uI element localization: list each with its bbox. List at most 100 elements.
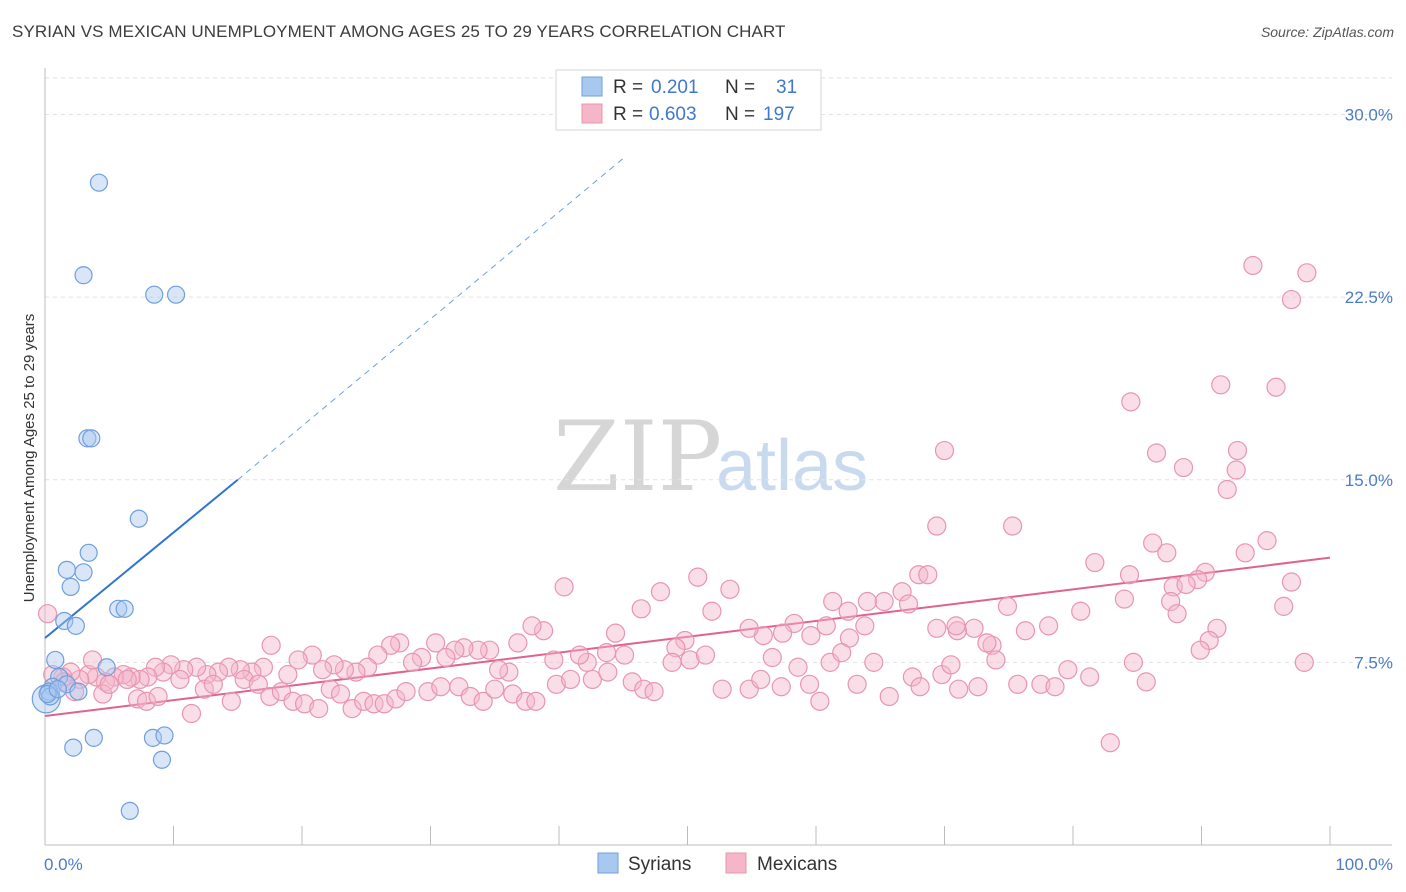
mexican-point (949, 679, 969, 699)
mexican-point (99, 674, 119, 694)
legend-n-value: 31 (776, 77, 797, 98)
legend-n-label: N = (725, 104, 755, 125)
mexican-point (221, 691, 241, 711)
mexican-point (644, 681, 664, 702)
mexican-point (1161, 591, 1181, 612)
mexican-point (823, 591, 843, 612)
legend-swatch-syrians (581, 76, 603, 97)
y-tick-label: 22.5% (1345, 288, 1393, 307)
mexican-point (309, 699, 329, 719)
syrians-trend-extension (237, 157, 624, 481)
legend-n-label: N = (725, 77, 755, 98)
legend-r-label: R = (613, 77, 643, 98)
mexican-point (1176, 574, 1196, 595)
syrian-point (97, 658, 116, 677)
syrian-point (115, 599, 134, 618)
mexican-point (847, 674, 867, 694)
mexican-point (622, 672, 642, 692)
mexican-point (1008, 674, 1028, 694)
mexican-point (1157, 543, 1177, 563)
mexican-point (986, 650, 1006, 670)
watermark-atlas: atlas (716, 426, 868, 506)
mexican-point (1100, 733, 1120, 753)
mexican-point (864, 652, 884, 672)
mexican-point (426, 633, 446, 653)
mexican-point (138, 667, 158, 687)
y-tick-label: 7.5% (1354, 653, 1393, 672)
syrian-point (155, 726, 174, 745)
mexican-point (364, 694, 384, 714)
mexican-point (402, 652, 423, 672)
mexican-point (93, 684, 113, 704)
bottom-legend-label-syrians: Syrians (628, 854, 691, 875)
mexican-point (1058, 660, 1078, 680)
mexican-point (261, 635, 281, 655)
mexican-point (368, 645, 388, 665)
mexican-point (946, 616, 966, 636)
mexican-point (330, 684, 351, 704)
mexican-point (485, 679, 505, 699)
mexican-point (334, 660, 355, 680)
mexican-point (720, 579, 740, 599)
syrian-point (145, 285, 164, 304)
mexican-point (695, 645, 716, 665)
mexican-point (1071, 601, 1091, 621)
mexican-point (964, 618, 984, 638)
mexican-point (1281, 572, 1302, 592)
mexican-point (208, 662, 229, 682)
syrian-point (74, 266, 93, 285)
mexican-point (288, 650, 308, 670)
syrian-point (38, 684, 57, 704)
mexican-point (1227, 440, 1248, 461)
mexican-point (1038, 616, 1059, 636)
mexican-point (136, 691, 157, 711)
mexican-point (751, 669, 771, 690)
mexican-point (431, 677, 451, 697)
mexican-point (312, 660, 333, 680)
mexican-point (910, 677, 930, 697)
mexican-point (739, 618, 759, 638)
mexican-point (181, 703, 202, 724)
mexican-point (283, 691, 303, 711)
syrian-point (69, 682, 88, 701)
syrian-point (152, 750, 172, 769)
mexican-point (526, 691, 546, 711)
syrians-points (31, 173, 186, 821)
mexican-point (396, 681, 416, 702)
mexican-point (1003, 516, 1023, 536)
mexican-point (473, 691, 493, 711)
mexican-point (1114, 589, 1135, 609)
mexican-point (460, 686, 480, 707)
mexican-point (436, 647, 456, 668)
syrian-point (46, 650, 65, 670)
mexican-point (248, 674, 268, 694)
mexican-point (918, 565, 938, 585)
mexican-point (357, 657, 378, 677)
watermark: ZIP atlas (553, 401, 868, 513)
mexican-point (324, 655, 344, 675)
mexican-point (522, 616, 542, 636)
mexican-point (278, 664, 298, 685)
mexican-point (771, 677, 791, 697)
mexicans-points (37, 255, 1317, 753)
syrian-point (120, 801, 139, 821)
mexican-point (294, 694, 315, 714)
mexican-point (596, 643, 617, 663)
mexican-point (242, 662, 262, 682)
mexican-point (997, 596, 1018, 616)
x-tick-label: 0.0% (44, 855, 83, 874)
mexican-point (544, 650, 564, 670)
mexican-point (411, 647, 432, 668)
mexican-point (772, 623, 793, 643)
mexican-point (161, 655, 181, 675)
legend: R = 0.201 N = 31 R = 0.603 N = 197 (555, 69, 822, 131)
mexican-point (934, 440, 955, 461)
legend-swatch-mexicans (581, 103, 603, 124)
mexican-point (230, 660, 250, 680)
mexican-point (799, 674, 820, 694)
mexican-point (1123, 652, 1143, 672)
mexican-point (762, 647, 782, 668)
mexican-point (203, 674, 223, 694)
mexican-point (515, 691, 536, 711)
mexican-point (1281, 289, 1302, 310)
